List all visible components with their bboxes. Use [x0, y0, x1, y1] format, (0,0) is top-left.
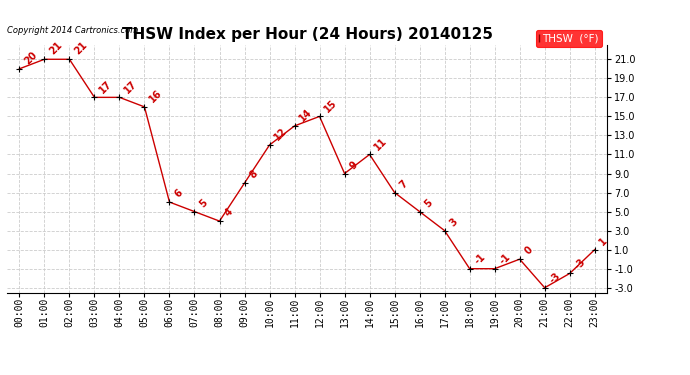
Text: 11: 11 [373, 135, 389, 152]
Legend: THSW  (°F): THSW (°F) [536, 30, 602, 46]
Text: -1: -1 [497, 252, 512, 266]
Text: -3: -3 [573, 256, 587, 271]
Text: Copyright 2014 Cartronics.com: Copyright 2014 Cartronics.com [7, 26, 138, 35]
Text: 17: 17 [122, 78, 139, 95]
Text: 17: 17 [97, 78, 114, 95]
Text: 21: 21 [72, 40, 89, 57]
Text: 8: 8 [248, 169, 259, 181]
Text: 7: 7 [397, 178, 409, 190]
Text: 9: 9 [348, 159, 359, 171]
Text: 3: 3 [448, 216, 460, 228]
Title: THSW Index per Hour (24 Hours) 20140125: THSW Index per Hour (24 Hours) 20140125 [121, 27, 493, 42]
Text: 1: 1 [598, 236, 609, 247]
Text: 15: 15 [322, 98, 339, 114]
Text: 14: 14 [297, 107, 314, 123]
Text: -3: -3 [548, 271, 562, 285]
Text: 5: 5 [422, 197, 435, 209]
Text: 20: 20 [22, 50, 39, 66]
Text: -1: -1 [473, 252, 487, 266]
Text: 16: 16 [148, 88, 164, 105]
Text: 12: 12 [273, 126, 289, 142]
Text: 0: 0 [522, 245, 535, 257]
Text: 4: 4 [222, 207, 235, 219]
Text: 5: 5 [197, 197, 209, 209]
Text: 21: 21 [48, 40, 64, 57]
Text: 6: 6 [172, 188, 184, 200]
